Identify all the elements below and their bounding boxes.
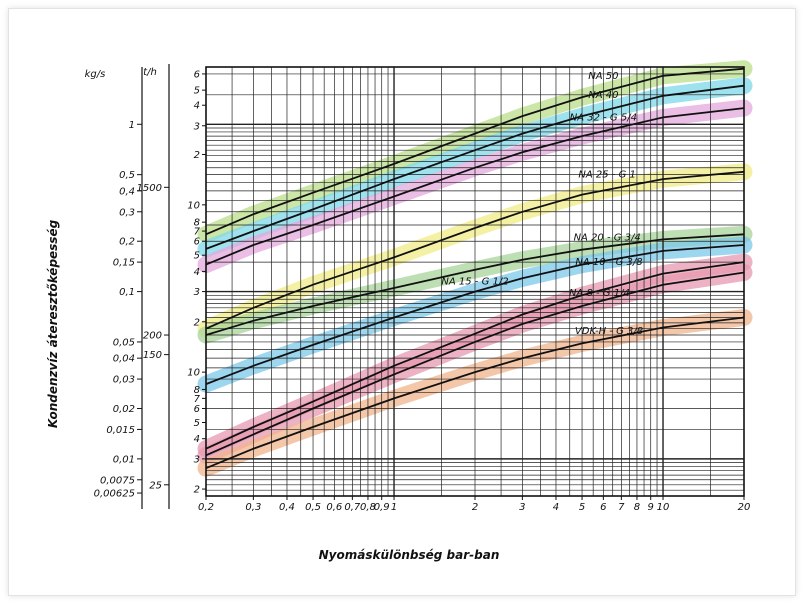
inner-tick-label-13: 10 bbox=[187, 368, 200, 379]
inner-tick-label-11: 3 bbox=[194, 287, 200, 298]
kg-s-tick-label-6: 0,1 bbox=[119, 287, 135, 298]
inner-tick-label-17: 5 bbox=[194, 418, 200, 429]
inner-tick-label-19: 3 bbox=[194, 454, 200, 465]
x-tick-label-11: 4 bbox=[553, 502, 559, 513]
series-label-0: NA 50 bbox=[588, 71, 618, 82]
series-label-3: NA 25 - G 1 bbox=[578, 170, 635, 181]
x-tick-label-10: 3 bbox=[519, 502, 525, 513]
inner-tick-label-20: 2 bbox=[194, 485, 200, 496]
t-h-tick-label-3: 25 bbox=[149, 480, 162, 491]
series-label-5: NA 15 - G 1/2 bbox=[441, 276, 508, 287]
inner-tick-label-10: 4 bbox=[194, 267, 200, 278]
kg-s-tick-label-9: 0,03 bbox=[113, 375, 135, 386]
kg-s-unit-label: kg/s bbox=[85, 69, 106, 80]
kg-s-tick-label-0: 1 bbox=[129, 120, 135, 131]
series-label-8: VDK-H - G 3/8 bbox=[575, 326, 643, 337]
inner-tick-label-0: 6 bbox=[194, 69, 200, 80]
kg-s-tick-label-3: 0,3 bbox=[119, 207, 135, 218]
series-label-6: NA 10 - G 3/8 bbox=[575, 257, 642, 268]
inner-tick-label-12: 2 bbox=[194, 317, 200, 328]
series-label-7: NA 8 - G 1/4 bbox=[569, 288, 630, 299]
x-tick-label-7: 0,9 bbox=[374, 502, 390, 513]
kg-s-tick-label-4: 0,2 bbox=[119, 237, 135, 248]
y-axis-title: Kondenzvíz áteresztőképesség bbox=[46, 219, 60, 428]
series-label-4: NA 20 - G 3/4 bbox=[574, 233, 641, 244]
inner-tick-label-3: 3 bbox=[194, 121, 200, 132]
kg-s-tick-label-2: 0,4 bbox=[119, 186, 135, 197]
t-h-tick-label-1: 200 bbox=[143, 331, 162, 342]
t-h-unit-label: t/h bbox=[143, 67, 157, 78]
x-tick-label-13: 6 bbox=[600, 502, 606, 513]
x-tick-label-0: 0,2 bbox=[198, 502, 214, 513]
kg-s-tick-label-7: 0,05 bbox=[113, 337, 135, 348]
x-tick-label-15: 8 bbox=[634, 502, 640, 513]
t-h-tick-label-2: 150 bbox=[143, 350, 162, 361]
x-tick-label-12: 5 bbox=[579, 502, 585, 513]
x-tick-label-1: 0,3 bbox=[245, 502, 261, 513]
kg-s-tick-label-13: 0,0075 bbox=[100, 475, 135, 486]
kg-s-tick-label-14: 0,00625 bbox=[94, 489, 135, 500]
flow-chart: 0,2 0,3 0,4 0,5 0,6 0,7 0,80,9 1 2 3 4 5 6 7 8 9 10 2010,… bbox=[9, 9, 795, 595]
inner-tick-label-5: 10 bbox=[187, 200, 200, 211]
kg-s-tick-label-5: 0,15 bbox=[113, 258, 135, 269]
series-label-2: NA 32 - G 5/4 bbox=[570, 112, 637, 123]
x-tick-label-14: 7 bbox=[618, 502, 625, 513]
x-tick-label-16: 9 bbox=[648, 502, 654, 513]
inner-tick-label-16: 6 bbox=[194, 404, 200, 415]
x-tick-label-18: 20 bbox=[738, 502, 751, 513]
kg-s-tick-label-12: 0,01 bbox=[113, 454, 135, 465]
kg-s-tick-label-8: 0,04 bbox=[113, 354, 135, 365]
inner-tick-label-8: 6 bbox=[194, 237, 200, 248]
x-tick-label-2: 0,4 bbox=[279, 502, 295, 513]
x-tick-label-17: 10 bbox=[657, 502, 670, 513]
kg-s-tick-label-1: 0,5 bbox=[119, 170, 135, 181]
inner-tick-label-9: 5 bbox=[194, 251, 200, 262]
x-tick-label-8: 1 bbox=[391, 502, 397, 513]
inner-tick-label-1: 5 bbox=[194, 86, 200, 97]
chart-frame: 0,2 0,3 0,4 0,5 0,6 0,7 0,8 0,9 1 2 3 4 5 6 7 8 9 10 20 1 0,… bbox=[8, 8, 796, 596]
t-h-tick-label-0: 1500 bbox=[137, 183, 162, 194]
x-axis-title: Nyomáskülönbség bar-ban bbox=[319, 548, 500, 562]
series-label-1: NA 40 bbox=[588, 90, 618, 101]
kg-s-tick-label-11: 0,015 bbox=[106, 425, 135, 436]
x-tick-label-5: 0,7 bbox=[344, 502, 361, 513]
inner-tick-label-4: 2 bbox=[194, 150, 200, 161]
x-tick-label-9: 2 bbox=[472, 502, 478, 513]
inner-tick-label-2: 4 bbox=[194, 101, 200, 112]
kg-s-tick-label-10: 0,02 bbox=[113, 404, 135, 415]
inner-tick-label-18: 4 bbox=[194, 434, 200, 445]
x-tick-label-4: 0,6 bbox=[326, 502, 342, 513]
x-tick-label-3: 0,5 bbox=[305, 502, 321, 513]
